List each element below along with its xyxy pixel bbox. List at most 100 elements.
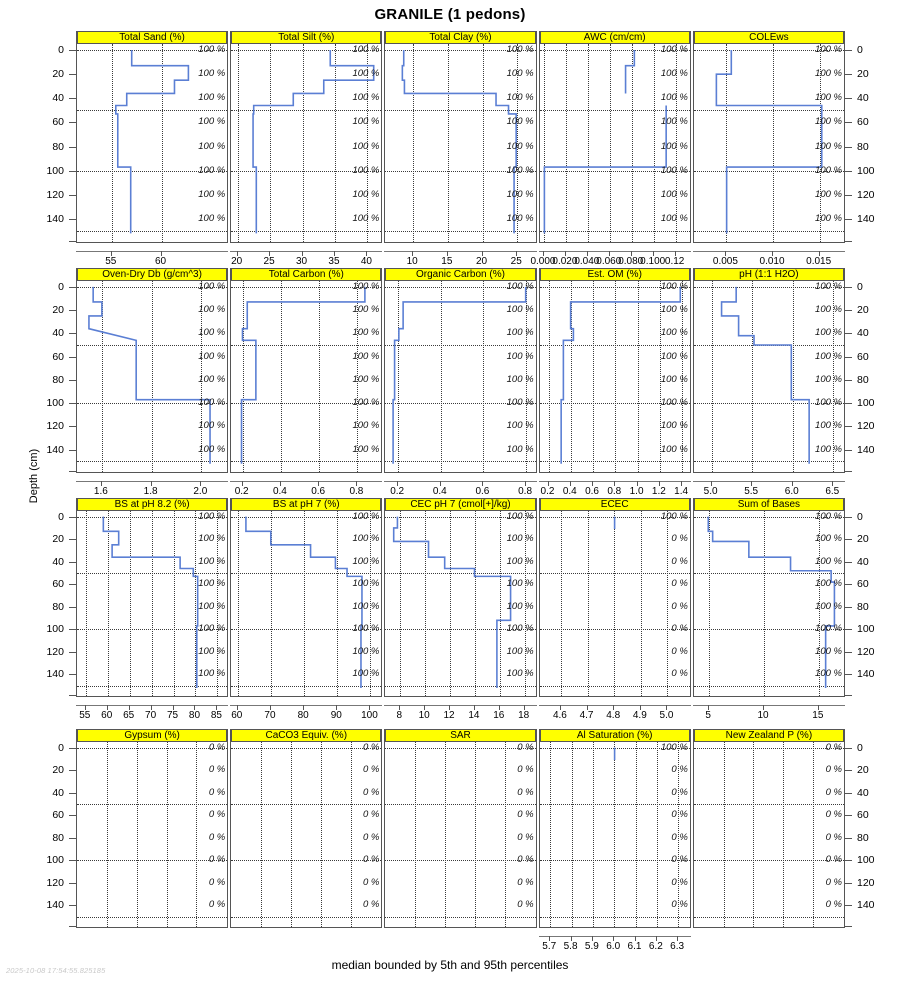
- horizontal-gridline: [385, 110, 536, 112]
- pedon-percent-label: 0 %: [671, 645, 688, 657]
- x-axis-tick: [446, 251, 448, 256]
- horizontal-gridline: [693, 685, 844, 687]
- depth-tick-label: 20: [857, 68, 869, 81]
- vertical-gridline: [474, 511, 476, 696]
- x-axis-tick: [547, 481, 549, 486]
- vertical-gridline: [237, 44, 239, 242]
- horizontal-gridline: [693, 804, 844, 805]
- x-axis-baseline: [230, 251, 383, 252]
- depth-tick: [69, 286, 76, 288]
- horizontal-gridline: [385, 461, 536, 463]
- vertical-gridline: [726, 44, 728, 242]
- horizontal-gridline: [539, 50, 690, 52]
- pedon-percent-label: 100 %: [660, 212, 688, 224]
- page-title: GRANILE (1 pedons): [374, 6, 526, 23]
- x-axis-tick-label: 5.5: [744, 486, 759, 497]
- depth-tick-label: 120: [857, 188, 875, 201]
- panel-bs-at-ph-7: BS at pH 7 (%) 100 % 100 % 100 % 100 % 100 % 1…: [230, 498, 383, 697]
- pedon-percent-label: 0 %: [208, 899, 226, 911]
- x-axis-tick-label: 0.020: [552, 256, 578, 267]
- horizontal-gridline: [539, 286, 690, 288]
- x-axis-baseline: [538, 936, 691, 937]
- depth-axis-end-tick: [845, 925, 852, 927]
- vertical-gridline: [151, 281, 153, 472]
- pedon-percent-label: 100 %: [815, 327, 842, 339]
- horizontal-gridline: [231, 804, 382, 805]
- profile-step-curve: [613, 516, 615, 530]
- vertical-gridline: [450, 511, 452, 696]
- timestamp-watermark: 2025-10-08 17:54:55.825185: [6, 966, 106, 975]
- x-axis-tick: [677, 936, 679, 941]
- pedon-percent-label: 0 %: [363, 854, 380, 866]
- x-axis-tick: [569, 481, 571, 486]
- profile-step-curve: [392, 286, 527, 464]
- panel-awc-cm-cm: AWC (cm/cm) 100 % 100 % 100 % 100 % 100 % 100 …: [538, 31, 691, 243]
- pedon-percent-label: 0 %: [671, 786, 688, 798]
- horizontal-gridline: [77, 804, 228, 805]
- depth-tick: [69, 651, 76, 653]
- horizontal-gridline: [77, 573, 228, 574]
- pedon-percent-label: 100 %: [352, 600, 380, 612]
- vertical-gridline: [635, 742, 637, 927]
- vertical-gridline: [819, 44, 821, 242]
- pedon-percent-label: 100 %: [352, 511, 380, 522]
- vertical-gridline: [107, 511, 109, 696]
- vertical-gridline: [656, 742, 658, 927]
- pedon-percent-label: 100 %: [506, 373, 534, 385]
- depth-axis-end-tick: [845, 470, 852, 472]
- depth-tick-label: 80: [857, 140, 869, 153]
- x-axis-tick-label: 60: [154, 256, 167, 267]
- depth-tick: [69, 170, 76, 172]
- panel-title-strip: COLEws: [693, 31, 844, 44]
- depth-tick: [69, 539, 76, 541]
- vertical-gridline: [350, 742, 352, 927]
- depth-tick: [69, 584, 76, 586]
- pedon-percent-label: 100 %: [660, 420, 688, 432]
- depth-tick-label: 0: [857, 280, 863, 293]
- depth-tick: [69, 98, 76, 100]
- x-axis-tick-label: 0.6: [585, 486, 599, 497]
- depth-tick: [845, 651, 852, 653]
- pedon-percent-label: 100 %: [660, 742, 688, 753]
- vertical-gridline: [570, 281, 572, 472]
- panel-title-strip: Total Silt (%): [231, 31, 382, 44]
- pedon-percent-label: 100 %: [815, 68, 842, 80]
- x-axis-tick: [200, 481, 202, 486]
- pedon-percent-label: 100 %: [815, 397, 842, 409]
- plot-area: 100 % 0 % 0 % 0 % 0 % 0 % 0 % 0 %: [539, 742, 690, 928]
- x-axis-baseline: [538, 705, 691, 706]
- x-axis-tick-label: 4.6: [552, 710, 567, 721]
- plot-area: 100 % 100 % 100 % 100 % 100 % 100 % 100 % 100 %: [385, 44, 536, 243]
- horizontal-gridline: [231, 403, 382, 405]
- pedon-percent-label: 0 %: [671, 831, 688, 843]
- profile-step-curve: [88, 286, 211, 464]
- vertical-gridline: [111, 44, 113, 242]
- depth-tick-label: 80: [857, 831, 869, 844]
- pedon-percent-label: 100 %: [506, 188, 534, 200]
- vertical-gridline: [106, 742, 108, 927]
- vertical-gridline: [136, 742, 138, 927]
- depth-tick: [69, 792, 76, 794]
- depth-tick: [69, 194, 76, 196]
- vertical-gridline: [337, 511, 339, 696]
- horizontal-gridline: [231, 50, 382, 52]
- pedon-percent-label: 0 %: [208, 809, 226, 821]
- panel-title-strip: Total Clay (%): [385, 31, 536, 44]
- x-axis-tick: [194, 705, 196, 710]
- depth-tick: [845, 286, 852, 288]
- x-axis-tick-label: 0.4: [432, 486, 447, 497]
- x-axis-tick-label: 6.0: [606, 941, 621, 952]
- vertical-gridline: [764, 511, 765, 696]
- pedon-percent-label: 100 %: [352, 443, 380, 455]
- horizontal-gridline: [539, 573, 690, 574]
- depth-tick-label: 120: [857, 420, 875, 433]
- depth-tick-label: 80: [52, 140, 64, 153]
- depth-tick-label: 80: [52, 373, 64, 386]
- depth-tick-label: 100: [46, 397, 64, 410]
- panel-title-strip: SAR: [385, 729, 536, 742]
- pedon-percent-label: 100 %: [815, 281, 842, 292]
- depth-tick: [845, 146, 852, 148]
- vertical-gridline: [319, 281, 321, 472]
- depth-tick: [845, 516, 852, 518]
- depth-tick-label: 120: [46, 420, 64, 433]
